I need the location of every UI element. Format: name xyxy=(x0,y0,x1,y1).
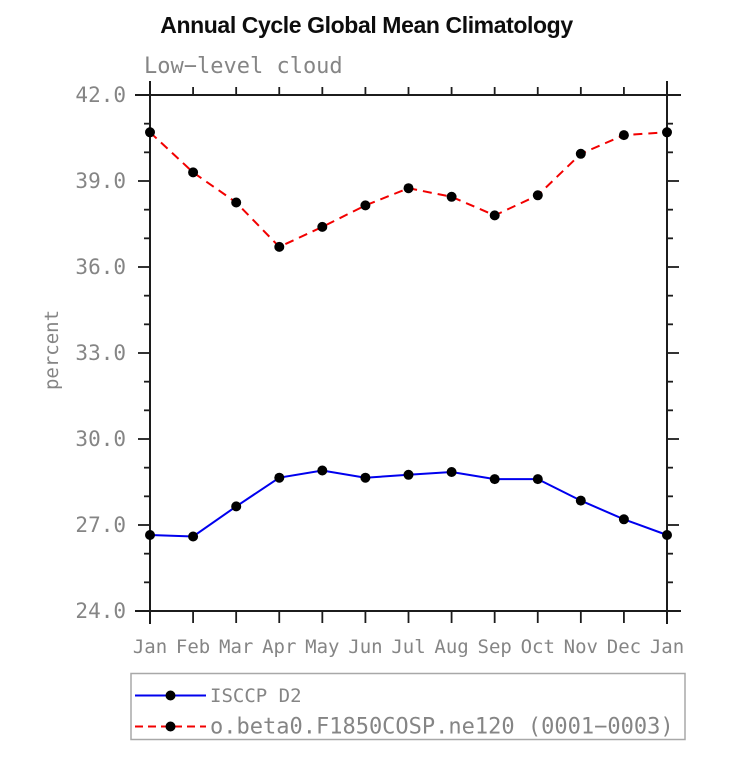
x-tick-label: Oct xyxy=(521,636,555,658)
data-point xyxy=(575,495,586,506)
data-point xyxy=(446,467,457,477)
data-point xyxy=(446,191,457,202)
x-tick-label: Aug xyxy=(434,636,468,658)
data-point xyxy=(489,474,500,485)
chart-subtitle: Low−level cloud xyxy=(144,54,343,79)
data-point xyxy=(274,472,285,483)
data-point xyxy=(231,197,242,208)
legend-marker xyxy=(165,721,176,732)
data-point xyxy=(618,514,629,525)
data-point xyxy=(532,474,543,485)
legend-label: o.beta0.F1850COSP.ne120 (0001−0003) xyxy=(210,715,674,740)
x-tick-label: Dec xyxy=(607,636,641,658)
data-point xyxy=(145,530,155,540)
data-point xyxy=(317,465,328,476)
x-tick-label: Jun xyxy=(348,636,382,658)
y-tick-label: 24.0 xyxy=(75,599,126,623)
data-point xyxy=(188,167,199,178)
x-tick-label: Sep xyxy=(478,636,512,658)
y-tick-label: 39.0 xyxy=(75,169,126,193)
data-point xyxy=(489,210,500,221)
data-point xyxy=(231,501,242,512)
y-tick-label: 27.0 xyxy=(75,513,126,537)
data-point xyxy=(662,127,672,138)
legend-marker xyxy=(165,690,176,701)
data-point xyxy=(618,130,629,141)
x-tick-label: Feb xyxy=(176,636,210,658)
y-tick-label: 36.0 xyxy=(75,255,126,279)
plot-frame xyxy=(149,94,668,612)
data-point xyxy=(317,221,328,232)
data-point xyxy=(403,469,414,480)
data-point xyxy=(532,190,543,201)
x-tick-label: Jan xyxy=(133,636,167,658)
data-point xyxy=(662,530,672,540)
legend-box xyxy=(130,672,686,741)
x-tick-label: Nov xyxy=(564,636,598,658)
data-point xyxy=(403,183,414,194)
x-tick-label: Apr xyxy=(262,636,296,658)
series-line-isccp-d2 xyxy=(149,469,668,538)
x-tick-label: Jan xyxy=(650,636,684,658)
x-tick-label: Mar xyxy=(219,636,253,658)
x-tick-label: May xyxy=(305,636,339,658)
y-tick-label: 42.0 xyxy=(75,83,126,107)
data-point xyxy=(188,531,199,542)
data-point xyxy=(145,127,155,138)
x-tick-label: Jul xyxy=(391,636,425,658)
chart-title: Annual Cycle Global Mean Climatology xyxy=(160,12,573,38)
data-point xyxy=(274,241,285,252)
data-point xyxy=(575,148,586,159)
y-tick-label: 30.0 xyxy=(75,427,126,451)
y-tick-label: 33.0 xyxy=(75,341,126,365)
legend-label: ISCCP D2 xyxy=(210,685,302,707)
data-point xyxy=(360,200,371,211)
data-point xyxy=(360,472,371,483)
